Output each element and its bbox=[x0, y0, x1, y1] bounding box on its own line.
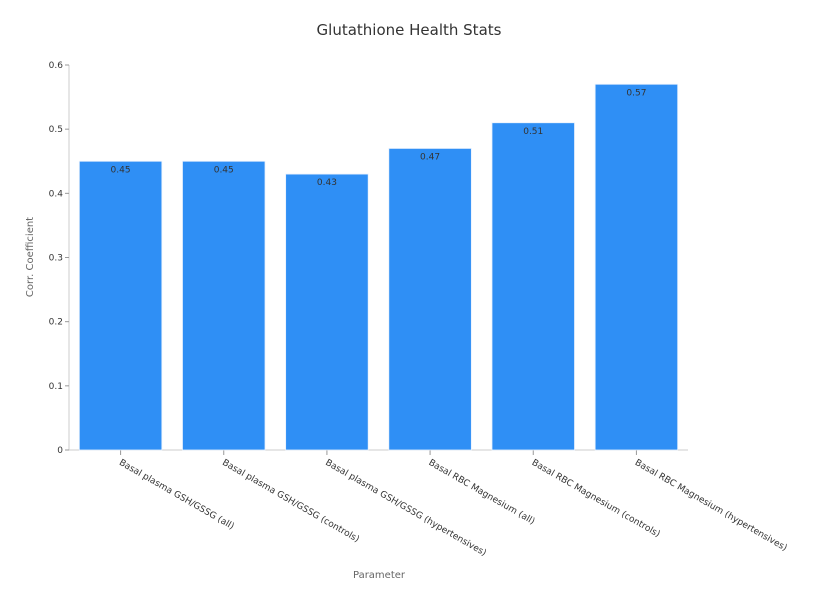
bar-value-label: 0.57 bbox=[626, 88, 646, 98]
bar bbox=[285, 173, 369, 451]
bar bbox=[491, 122, 575, 451]
y-tick-label: 0.6 bbox=[49, 61, 64, 71]
bar bbox=[594, 83, 679, 451]
bar bbox=[388, 148, 472, 451]
bar-value-label: 0.43 bbox=[317, 178, 337, 188]
y-tick-label: 0.3 bbox=[49, 254, 63, 264]
x-tick-label: Basal plasma GSH/GSSG (all) bbox=[117, 458, 236, 532]
bar-value-label: 0.45 bbox=[214, 165, 234, 175]
y-tick-label: 0.5 bbox=[49, 125, 63, 135]
y-tick-label: 0.2 bbox=[49, 318, 63, 328]
y-tick-label: 0 bbox=[57, 446, 63, 456]
chart-title: Glutathione Health Stats bbox=[317, 21, 502, 39]
bar-value-label: 0.47 bbox=[420, 152, 440, 162]
x-tick-label: Basal RBC Magnesium (all) bbox=[427, 458, 537, 527]
bars bbox=[78, 83, 679, 451]
bar bbox=[182, 160, 266, 451]
bar-value-label: 0.45 bbox=[111, 165, 131, 175]
data-labels: 0.45 0.45 0.43 0.47 0.51 0.57 bbox=[111, 88, 647, 188]
bar bbox=[78, 160, 163, 451]
x-tick-label: Basal plasma GSH/GSSG (hypertensives) bbox=[323, 458, 487, 559]
y-axis-label: Corr. Coefficient bbox=[25, 217, 36, 297]
y-tick-label: 0.4 bbox=[49, 189, 64, 199]
x-axis-label: Parameter bbox=[353, 570, 406, 581]
y-tick-label: 0.1 bbox=[49, 382, 63, 392]
bar-value-label: 0.51 bbox=[523, 127, 543, 137]
